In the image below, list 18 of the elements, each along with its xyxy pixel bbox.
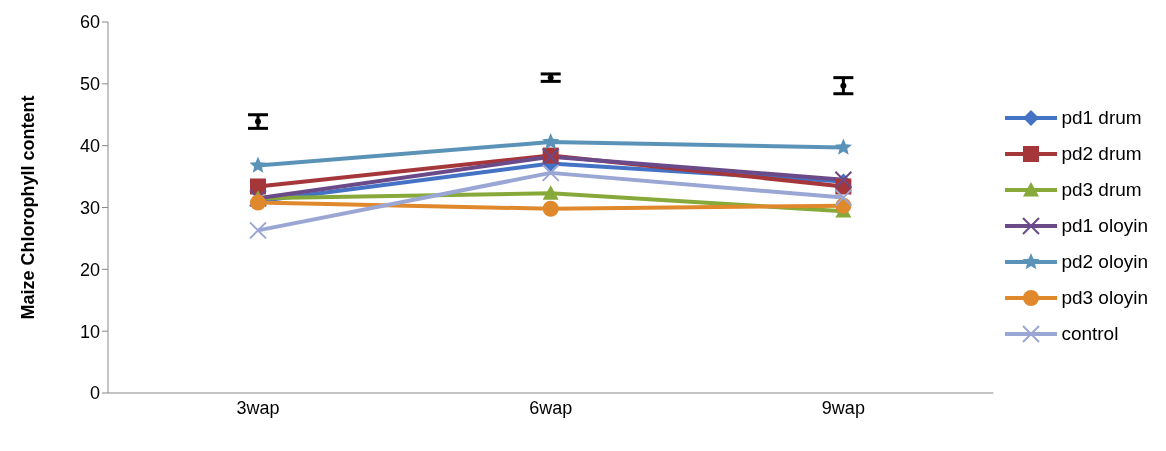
x-tick-label: 9wap bbox=[821, 397, 865, 418]
y-tick-label: 0 bbox=[89, 383, 100, 404]
y-tick-label: 40 bbox=[79, 136, 100, 157]
legend-label: pd2 drum bbox=[1061, 142, 1142, 165]
y-tick-label: 50 bbox=[79, 74, 100, 95]
y-axis-title: Maize Chlorophyll content bbox=[18, 95, 39, 320]
y-tick-label: 30 bbox=[79, 197, 100, 218]
y-tick-label: 60 bbox=[79, 12, 100, 33]
legend-label: pd1 oloyin bbox=[1061, 214, 1148, 237]
legend-label: pd1 drum bbox=[1061, 106, 1142, 129]
legend-label: pd3 oloyin bbox=[1061, 286, 1148, 309]
legend-label: pd2 oloyin bbox=[1061, 250, 1148, 273]
legend-label: pd3 drum bbox=[1061, 178, 1142, 201]
x-tick-label: 3wap bbox=[236, 397, 280, 418]
y-tick-label: 10 bbox=[79, 321, 100, 342]
y-tick-label: 20 bbox=[79, 259, 100, 280]
x-tick-label: 6wap bbox=[529, 397, 573, 418]
legend-label: control bbox=[1061, 322, 1119, 345]
